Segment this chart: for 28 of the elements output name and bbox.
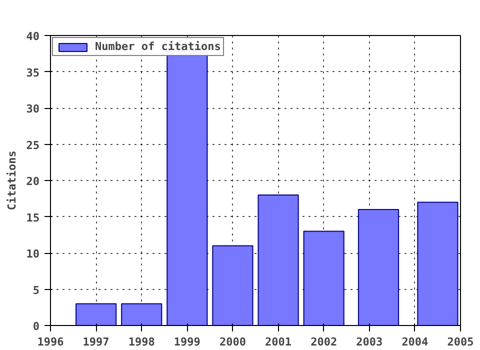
bar (121, 303, 162, 326)
bar (76, 303, 117, 326)
bar (303, 230, 344, 326)
x-tick-label: 2004 (402, 336, 429, 348)
bar (258, 194, 299, 326)
bar (212, 245, 254, 326)
legend-label: Number of citations (95, 40, 221, 53)
x-tick-label: 2001 (265, 336, 292, 348)
x-tick-label: 1996 (37, 336, 64, 348)
bar (358, 209, 400, 326)
x-tick-label: 2002 (310, 336, 338, 348)
y-tick-label: 35 (26, 66, 40, 80)
y-tick-label: 20 (26, 175, 40, 188)
x-tick-label: 2003 (356, 336, 383, 348)
y-tick-label: 15 (26, 211, 40, 224)
y-tick-label: 30 (26, 102, 40, 116)
y-tick-label: 5 (32, 284, 40, 297)
x-tick-label: 1998 (128, 336, 155, 348)
y-tick-label: 25 (26, 138, 40, 152)
x-tick-label: 2005 (447, 336, 474, 348)
x-tick-label: 2000 (219, 336, 246, 348)
x-tick-label: 1997 (82, 336, 110, 348)
y-tick-label: 40 (26, 30, 40, 43)
y-axis-title: Citations (5, 150, 18, 210)
y-tick-label: 0 (32, 320, 40, 333)
bar (417, 202, 458, 326)
y-tick-label: 10 (26, 248, 40, 260)
x-tick-label: 1999 (174, 336, 200, 348)
